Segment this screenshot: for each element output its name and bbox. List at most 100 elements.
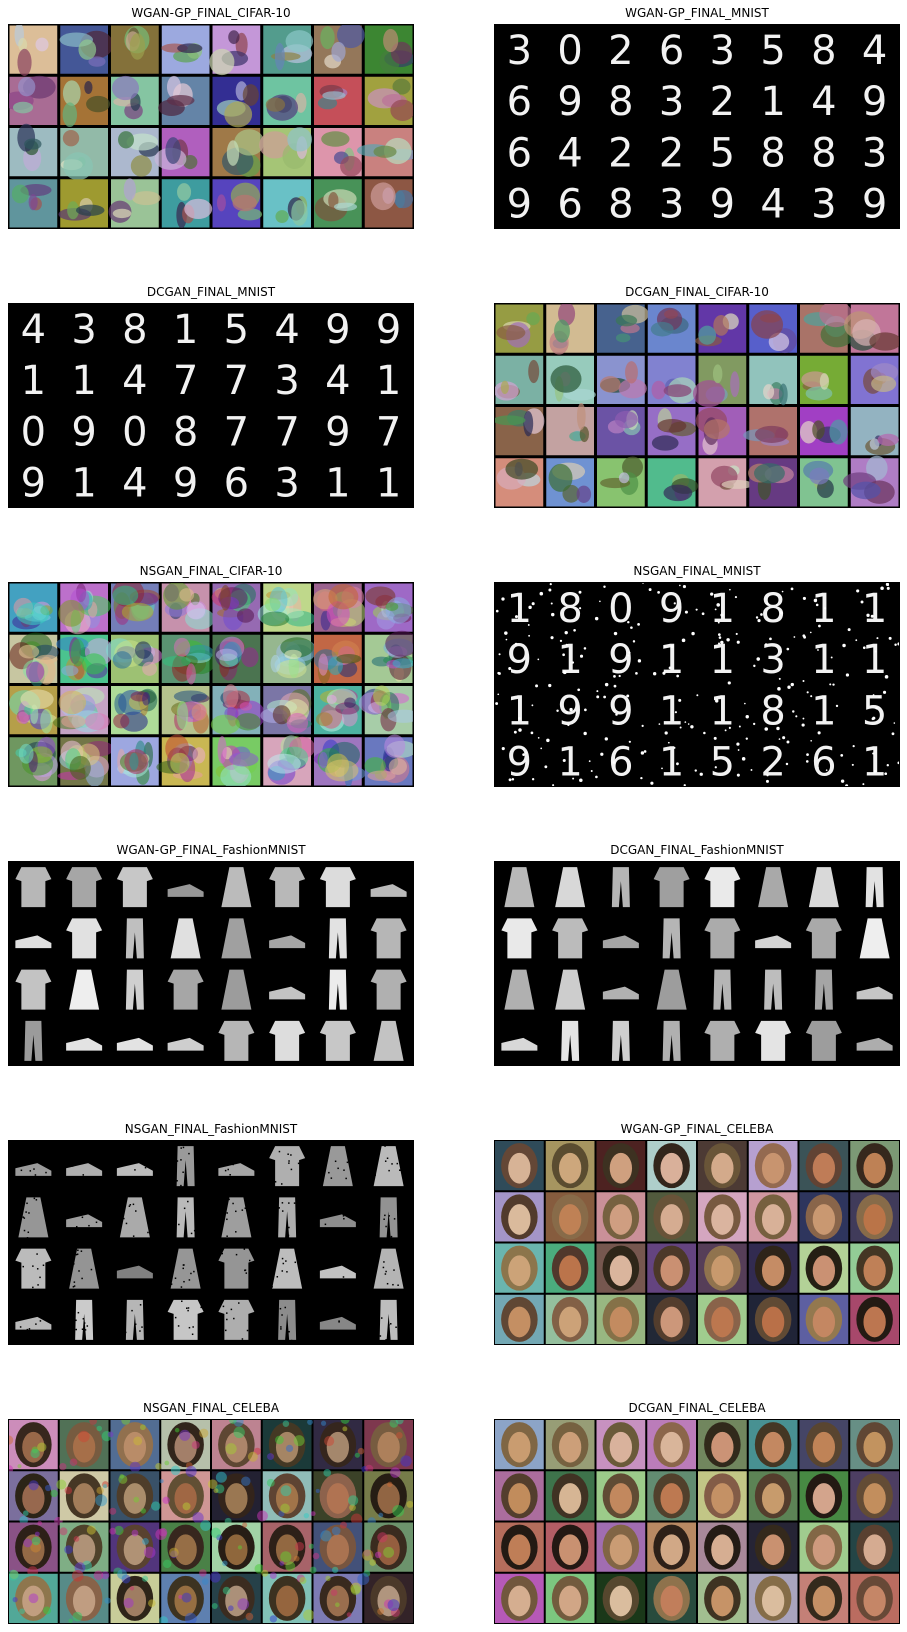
sample-noise	[150, 1255, 153, 1257]
sample-blob	[526, 312, 540, 326]
sample-noise	[75, 1225, 78, 1228]
sample-noise	[96, 1486, 104, 1495]
sample-noise	[146, 1254, 149, 1256]
sample-noise	[199, 1428, 209, 1438]
sample-noise	[26, 1328, 29, 1331]
sample-noise	[395, 1432, 403, 1439]
sample-face	[660, 1204, 683, 1235]
sample-noise	[603, 695, 606, 699]
sample-noise	[280, 1485, 292, 1497]
grid-frame	[8, 24, 414, 229]
sample-noise	[187, 1200, 189, 1203]
sample-blob	[869, 438, 880, 450]
sample-blob	[663, 484, 693, 502]
sample-noise	[840, 779, 845, 783]
digit-sample: 9	[325, 307, 350, 353]
sample-blob	[763, 384, 775, 400]
sample-noise	[628, 740, 631, 743]
digit-sample: 8	[608, 79, 633, 125]
sample-noise	[193, 1229, 196, 1232]
sample-face	[711, 1255, 734, 1287]
sample-blob	[730, 371, 740, 398]
fashion-sample	[370, 918, 407, 959]
sample-noise	[832, 683, 835, 686]
digit-sample: 1	[325, 461, 350, 507]
sample-noise	[80, 1250, 83, 1252]
sample-face	[508, 1534, 531, 1566]
sample-blob	[20, 689, 54, 710]
sample-noise	[207, 1479, 218, 1490]
sample-noise	[567, 723, 570, 727]
sample-noise	[322, 1310, 324, 1313]
sample-noise	[323, 1469, 332, 1477]
sample-noise	[101, 1235, 104, 1238]
sample-noise	[310, 1511, 316, 1517]
sample-noise	[641, 724, 644, 727]
fashion-sample	[269, 935, 306, 949]
sample-blob	[35, 37, 49, 52]
sample-noise	[241, 1209, 244, 1211]
sample-face	[660, 1306, 683, 1338]
sample-noise	[353, 1175, 356, 1177]
sample-noise	[285, 1561, 296, 1572]
sample-noise	[504, 631, 508, 635]
sample-blob	[123, 178, 136, 201]
sample-blob	[62, 129, 80, 147]
sample-blob	[177, 183, 192, 201]
fashion-sample	[18, 1197, 49, 1238]
sample-noise	[403, 1327, 405, 1329]
sample-noise	[131, 1309, 133, 1312]
sample-noise	[159, 1479, 164, 1484]
sample-blob	[285, 30, 314, 53]
sample-noise	[648, 588, 652, 592]
sample-noise	[222, 1586, 231, 1595]
sample-noise	[119, 1474, 125, 1479]
digit-sample: 4	[122, 358, 147, 404]
sample-noise	[387, 1599, 400, 1612]
sample-blob	[67, 201, 79, 220]
sample-blob	[657, 418, 687, 433]
fashion-sample	[662, 1020, 681, 1061]
sample-noise	[281, 1202, 284, 1204]
sample-blob	[75, 204, 105, 216]
sample-blob	[373, 145, 397, 158]
digit-sample: 1	[862, 637, 887, 683]
sample-noise	[23, 1217, 26, 1219]
digit-sample: 1	[557, 637, 582, 683]
sample-noise	[354, 1302, 356, 1305]
sample-noise	[350, 1513, 363, 1525]
sample-noise	[823, 607, 827, 610]
sample-noise	[595, 775, 598, 779]
sample-noise	[299, 1576, 307, 1585]
sample-noise	[37, 1284, 39, 1286]
sample-noise	[339, 1204, 342, 1207]
sample-noise	[684, 721, 687, 723]
sample-noise	[209, 1571, 221, 1583]
sample-grid-svg: 3 0 2 6 3 5 8 46 9 8 3 2 1 4 96 4 2 2 5 8 8 39 6 8 3 9 4 3 9	[494, 24, 900, 229]
sample-face	[660, 1534, 683, 1566]
sample-noise	[155, 1462, 162, 1470]
sample-face	[863, 1152, 886, 1184]
sample-noise	[590, 769, 593, 772]
sample-noise	[613, 631, 618, 636]
sample-noise	[237, 1149, 239, 1152]
sample-noise	[348, 1161, 351, 1163]
sample-noise	[188, 1152, 190, 1155]
sample-grid	[8, 861, 414, 1066]
sample-blob	[192, 747, 206, 764]
sample-noise	[383, 1261, 385, 1263]
sample-noise	[618, 674, 621, 678]
sample-noise	[123, 1217, 125, 1220]
sample-blob	[851, 481, 881, 500]
sample-noise	[192, 1512, 204, 1524]
sample-noise	[339, 1229, 341, 1231]
sample-noise	[176, 1160, 179, 1162]
sample-blob	[321, 131, 350, 147]
sample-noise	[577, 688, 581, 692]
sample-noise	[253, 1337, 255, 1340]
sample-noise	[90, 1268, 93, 1271]
sample-noise	[757, 618, 761, 623]
sample-blob	[651, 435, 679, 451]
sample-noise	[253, 1222, 255, 1225]
sample-noise	[174, 1197, 176, 1199]
